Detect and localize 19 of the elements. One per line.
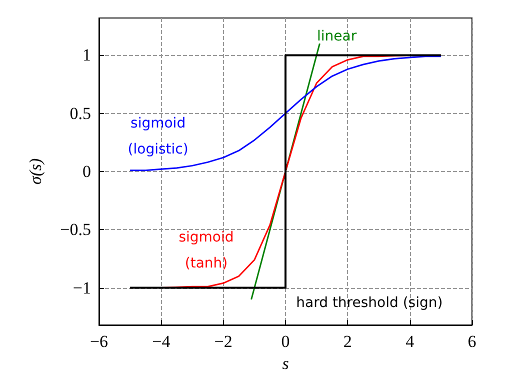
x-tick-label: −2: [214, 332, 232, 351]
x-tick-label: −6: [90, 332, 108, 351]
series-label: hard threshold (sign): [296, 294, 443, 311]
x-axis-title: s: [282, 354, 290, 373]
y-tick-label: −0.5: [60, 220, 91, 240]
y-tick-label: 0.5: [70, 104, 91, 123]
series-label: sigmoid (logistic): [128, 116, 188, 158]
y-tick-label: −1: [72, 278, 91, 298]
x-tick-label: 6: [468, 332, 476, 351]
y-tick-label: 1: [82, 46, 91, 65]
series-label: sigmoid (tanh): [178, 230, 234, 272]
series-label: linear: [316, 28, 357, 45]
x-tick-label: 2: [343, 332, 352, 351]
x-tick-label: 4: [406, 332, 415, 351]
line-series: [129, 56, 442, 172]
x-tick-label: −4: [152, 332, 171, 351]
y-axis-title: σ(s): [26, 158, 45, 185]
y-tick-label: 0: [82, 162, 91, 181]
x-tick-label: 0: [281, 332, 290, 351]
